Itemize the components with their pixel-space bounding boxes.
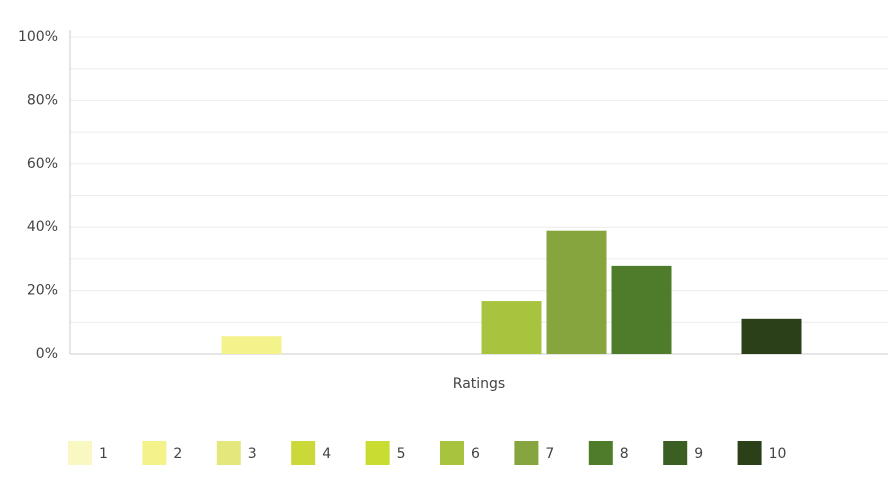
y-tick-label: 60% — [27, 156, 58, 172]
legend-label: 4 — [322, 446, 331, 462]
legend-label: 8 — [620, 446, 629, 462]
bar — [546, 230, 607, 354]
legend-label: 2 — [173, 446, 182, 462]
legend-label: 5 — [397, 446, 406, 462]
y-tick-label: 20% — [27, 283, 58, 299]
bar — [481, 301, 542, 354]
legend-swatch — [440, 441, 464, 465]
legend-label: 9 — [694, 446, 703, 462]
legend-label: 1 — [99, 446, 108, 462]
legend-swatch — [663, 441, 688, 465]
legend-swatch — [514, 441, 539, 465]
y-tick-label: 80% — [27, 92, 58, 108]
bar — [611, 265, 672, 354]
y-tick-label: 100% — [18, 29, 58, 45]
legend-label: 7 — [545, 446, 554, 462]
y-tick-label: 40% — [27, 219, 58, 235]
legend-swatch — [68, 441, 92, 465]
legend-swatch — [737, 441, 762, 465]
legend-label: 10 — [769, 446, 787, 462]
x-tick-label: Ratings — [453, 376, 505, 392]
bar — [221, 336, 282, 354]
legend-swatch — [588, 441, 613, 465]
legend-swatch — [365, 441, 390, 465]
legend-label: 3 — [248, 446, 257, 462]
legend-swatch — [142, 441, 167, 465]
y-tick-label: 0% — [36, 346, 58, 362]
legend-swatch — [216, 441, 241, 465]
bar — [741, 318, 802, 354]
legend-label: 6 — [471, 446, 480, 462]
legend-swatch — [291, 441, 316, 465]
